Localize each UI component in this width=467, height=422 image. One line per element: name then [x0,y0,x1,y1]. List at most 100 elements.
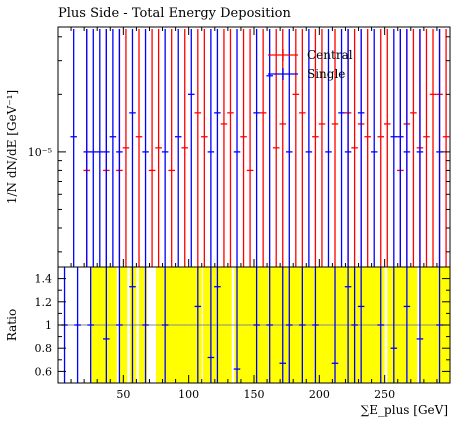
ratio-point [403,267,411,383]
x-tick-label: 200 [309,388,330,401]
ratio-point [436,267,443,383]
central-point [259,29,267,267]
legend: Central Single [268,48,353,81]
central-point [377,29,385,267]
ratio-point [377,267,385,383]
ratio-panel: 0.6 0.8 1 1.2 1.4 50 100 150 200 250 Ratio ∑E_plu… [5,266,451,417]
single-point [207,29,215,267]
single-point [416,29,424,267]
central-point [181,29,189,267]
single-point [214,29,221,267]
ratio-point [253,267,260,383]
single-point [70,29,77,267]
central-point [312,29,319,267]
central-point [272,29,280,267]
ratio-y-tick-label: 1 [45,319,52,332]
ratio-point [207,267,215,383]
single-point [188,29,195,267]
top-panel: 10⁻⁵ Central Single 1/N dN/dE [GeV⁻¹] [5,26,451,268]
central-point [318,29,326,267]
ratio-y-axis-label: Ratio [5,309,19,341]
ratio-y-tick-label: 0.8 [35,342,53,355]
single-point [96,29,104,267]
ratio-point [390,267,398,383]
central-point [442,29,450,267]
single-point [142,29,149,267]
x-tick-label: 150 [244,388,265,401]
central-point [410,29,417,267]
single-point [109,29,117,267]
ratio-point [299,267,306,383]
single-point [253,29,260,267]
single-point [129,29,136,267]
single-point [397,29,404,267]
chart-title: Plus Side - Total Energy Deposition [58,6,291,21]
central-point [423,29,430,267]
top-y-axis-label: 1/N dN/dE [GeV⁻¹] [5,90,19,204]
central-point [227,29,234,267]
ratio-point [416,267,424,383]
central-point [364,29,371,267]
ratio-point [214,267,221,383]
ratio-point [279,267,287,383]
x-tick-label: 100 [178,388,199,401]
x-axis-label: ∑E_plus [GeV] [361,403,448,417]
ratio-point [233,267,241,383]
single-point [103,29,110,267]
ratio-point [312,267,319,383]
central-point [299,29,306,267]
ratio-point [161,267,169,383]
central-point [240,29,247,267]
central-point [246,29,254,267]
single-point [266,29,273,267]
ratio-y-tick-label: 1.2 [35,296,53,309]
ratio-point [266,267,273,383]
single-point [344,29,352,267]
ratio-point [116,267,123,383]
single-point [90,29,97,267]
central-point [351,29,358,267]
ratio-point [351,267,358,383]
single-point [233,29,241,267]
single-point [403,29,411,267]
single-point [161,29,169,267]
single-point [286,29,293,267]
ratio-point [344,267,352,383]
central-point [194,29,202,267]
single-point [305,29,313,267]
single-point [116,29,123,267]
central-point [292,29,300,267]
single-point [338,29,345,267]
single-point [325,29,332,267]
central-point [279,29,287,267]
ratio-point [87,267,94,383]
legend-single-label: Single [307,67,345,81]
ratio-point [129,267,136,383]
legend-central-label: Central [307,48,353,62]
ratio-point [103,267,110,383]
top-frame [57,26,451,268]
ratio-point [74,267,81,383]
top-y-tick-label: 10⁻⁵ [28,146,52,159]
ratio-y-tick-label: 0.6 [35,365,53,378]
central-point [148,29,156,267]
central-point [168,29,175,267]
single-point [370,29,378,267]
central-point [155,29,162,267]
single-point [357,29,365,267]
x-tick-label: 50 [116,388,130,401]
ratio-point [286,267,293,383]
single-point [436,29,443,267]
ratio-point [331,267,339,383]
central-point [220,29,228,267]
single-point [83,29,91,267]
central-point [135,29,143,267]
single-point [174,29,182,267]
ratio-point [194,267,202,383]
central-point [331,29,339,267]
single-point [390,29,398,267]
central-point [122,29,130,267]
ratio-y-tick-label: 1.4 [35,273,53,286]
ratio-point [357,267,365,383]
